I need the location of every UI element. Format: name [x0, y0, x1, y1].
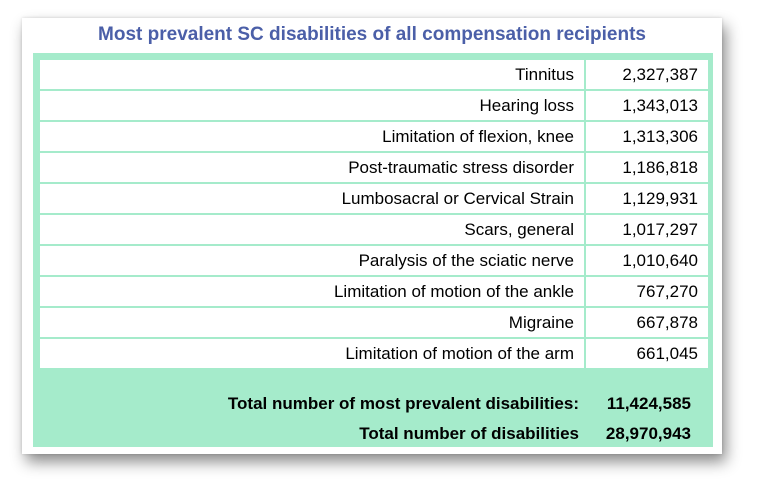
table-row: Paralysis of the sciatic nerve 1,010,640 — [38, 244, 710, 277]
row-value: 1,017,297 — [584, 213, 710, 246]
table-row: Lumbosacral or Cervical Strain 1,129,931 — [38, 182, 710, 215]
row-value: 661,045 — [584, 337, 710, 370]
row-label: Scars, general — [38, 213, 586, 246]
table-title: Most prevalent SC disabilities of all co… — [98, 24, 646, 45]
row-label: Post-traumatic stress disorder — [38, 151, 586, 184]
total-value: 28,970,943 — [605, 424, 691, 443]
row-value: 1,129,931 — [584, 182, 710, 215]
row-value: 2,327,387 — [584, 58, 710, 91]
row-label: Limitation of motion of the arm — [38, 337, 586, 370]
row-value: 1,186,818 — [584, 151, 710, 184]
row-label: Lumbosacral or Cervical Strain — [38, 182, 586, 215]
total-label: Total number of most prevalent disabilit… — [227, 394, 579, 413]
row-value: 767,270 — [584, 275, 710, 308]
total-label: Total number of disabilities — [359, 424, 579, 443]
table-row: Migraine 667,878 — [38, 306, 710, 339]
row-label: Paralysis of the sciatic nerve — [38, 244, 586, 277]
row-label: Hearing loss — [38, 89, 586, 122]
row-label: Limitation of motion of the ankle — [38, 275, 586, 308]
totals-section: Total number of most prevalent disabilit… — [33, 389, 713, 449]
table-row: Hearing loss 1,343,013 — [38, 89, 710, 122]
table-card: Most prevalent SC disabilities of all co… — [22, 18, 722, 454]
row-label: Migraine — [38, 306, 586, 339]
table-row: Post-traumatic stress disorder 1,186,818 — [38, 151, 710, 184]
table-row: Limitation of motion of the ankle 767,27… — [38, 275, 710, 308]
row-label: Limitation of flexion, knee — [38, 120, 586, 153]
row-value: 1,313,306 — [584, 120, 710, 153]
row-value: 1,343,013 — [584, 89, 710, 122]
row-value: 1,010,640 — [584, 244, 710, 277]
row-label: Tinnitus — [38, 58, 586, 91]
table-row: Tinnitus 2,327,387 — [38, 58, 710, 91]
total-value: 11,424,585 — [606, 394, 691, 413]
table-frame: Tinnitus 2,327,387 Hearing loss 1,343,01… — [33, 53, 713, 447]
table-row: Limitation of flexion, knee 1,313,306 — [38, 120, 710, 153]
table-row: Limitation of motion of the arm 661,045 — [38, 337, 710, 370]
disabilities-table: Tinnitus 2,327,387 Hearing loss 1,343,01… — [38, 58, 710, 370]
table-row: Scars, general 1,017,297 — [38, 213, 710, 246]
total-row: Total number of disabilities 28,970,943 — [33, 419, 713, 449]
total-row: Total number of most prevalent disabilit… — [33, 389, 713, 419]
row-value: 667,878 — [584, 306, 710, 339]
